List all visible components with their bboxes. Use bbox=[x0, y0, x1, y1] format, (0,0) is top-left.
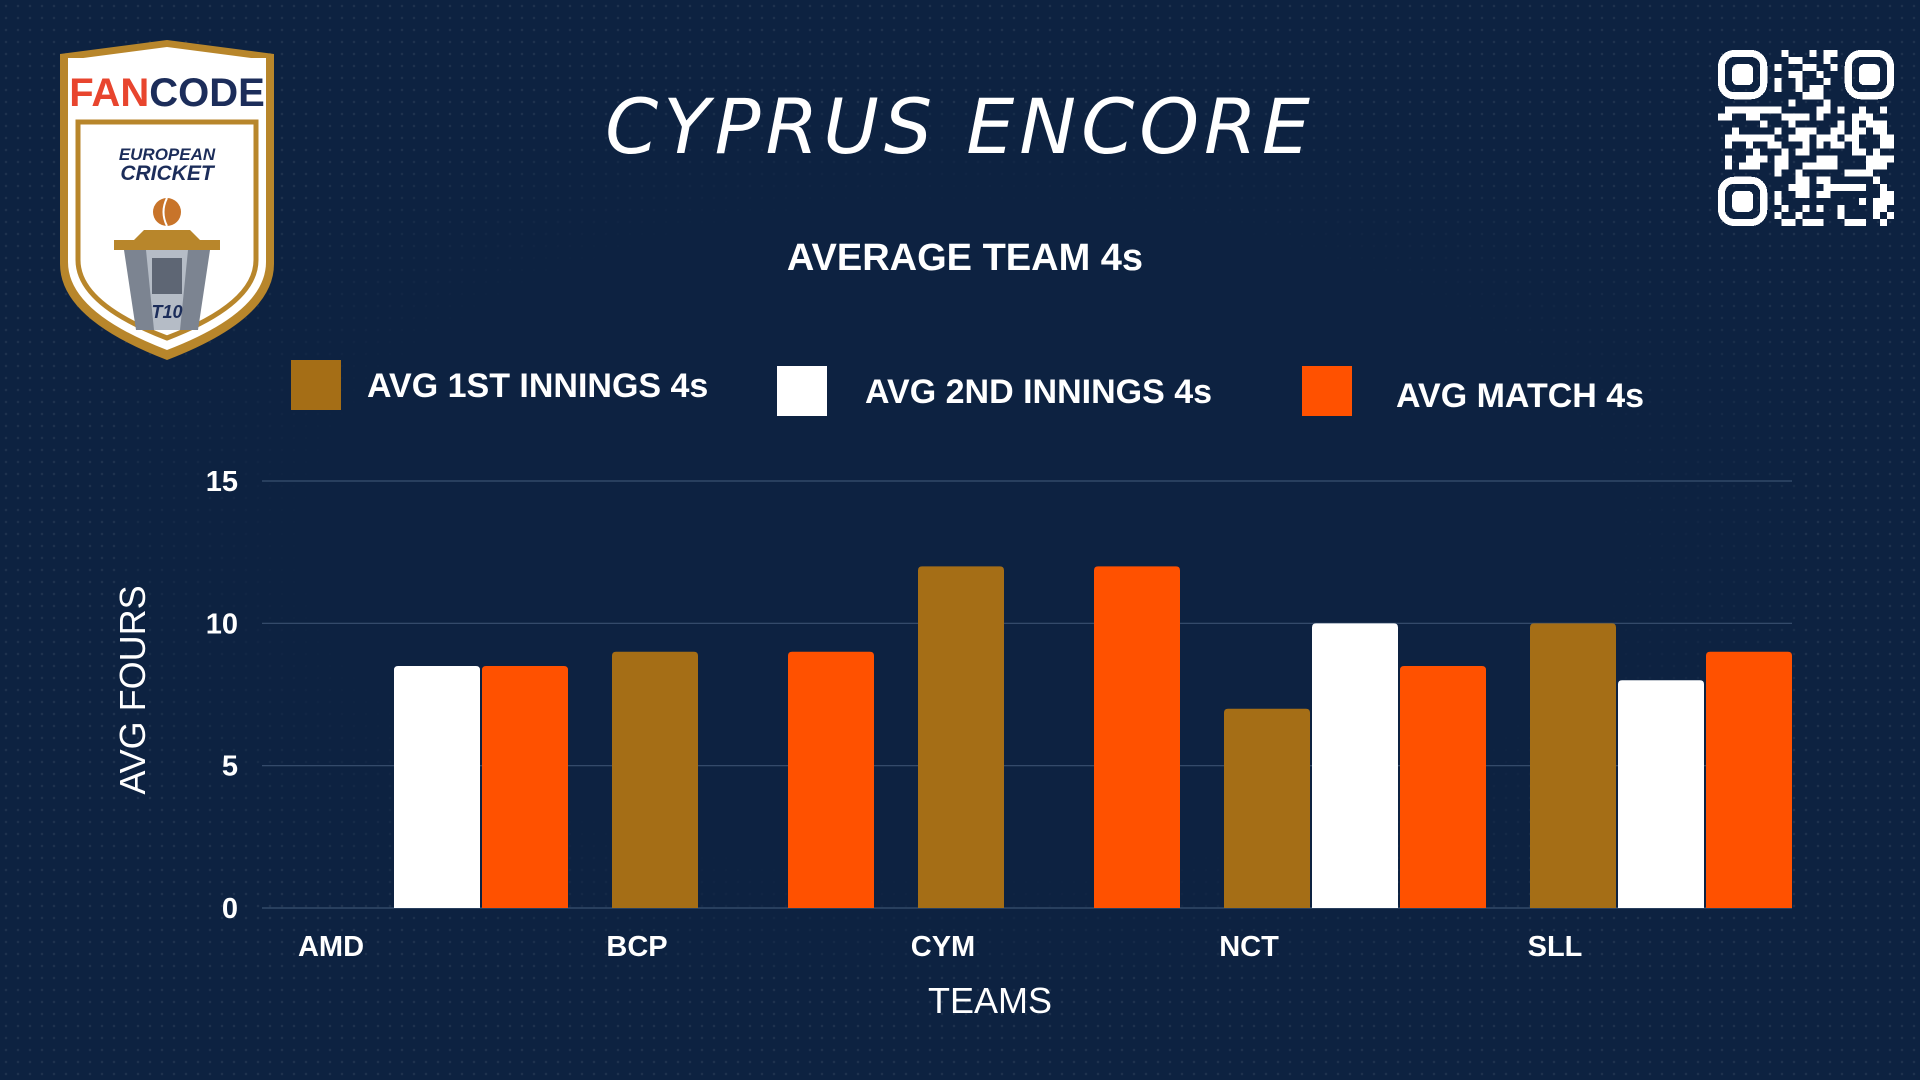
x-tick-label: CYM bbox=[911, 931, 975, 963]
bar-cym-series-3 bbox=[1094, 566, 1180, 908]
y-tick-label: 5 bbox=[222, 751, 238, 783]
y-tick-label: 10 bbox=[206, 608, 238, 640]
x-tick-label: NCT bbox=[1219, 931, 1279, 963]
legend-label-match: AVG MATCH 4s bbox=[1396, 377, 1645, 415]
legend-swatch-1st-innings bbox=[291, 360, 341, 410]
bar-amd-series-2 bbox=[394, 666, 480, 908]
x-tick-label: BCP bbox=[606, 931, 667, 963]
y-tick-label: 0 bbox=[222, 893, 238, 925]
fancode-european-cricket-logo: FANCODE EUROPEAN CRICKET T10 bbox=[60, 40, 274, 360]
bar-sll-series-1 bbox=[1530, 623, 1616, 908]
logo-line2: CRICKET bbox=[120, 162, 216, 185]
legend-swatch-match bbox=[1302, 366, 1352, 416]
x-tick-label: SLL bbox=[1528, 931, 1583, 963]
bar-sll-series-3 bbox=[1706, 651, 1792, 908]
chart-title: AVERAGE TEAM 4s bbox=[786, 237, 1144, 279]
bar-cym-series-1 bbox=[918, 566, 1004, 908]
bar-nct-series-3 bbox=[1400, 666, 1486, 908]
logo-brand-text: FANCODE bbox=[69, 71, 265, 115]
legend-swatch-2nd-innings bbox=[777, 366, 827, 416]
x-tick-label: AMD bbox=[298, 931, 364, 963]
y-axis-label: AVG FOURS bbox=[112, 585, 153, 794]
legend-label-2nd-innings: AVG 2ND INNINGS 4s bbox=[865, 373, 1213, 411]
logo-format: T10 bbox=[151, 302, 182, 322]
y-tick-label: 15 bbox=[206, 466, 238, 498]
cricket-ball-icon bbox=[153, 198, 181, 226]
bar-bcp-series-1 bbox=[612, 651, 698, 908]
x-axis-label: TEAMS bbox=[928, 980, 1052, 1021]
legend-label-1st-innings: AVG 1ST INNINGS 4s bbox=[367, 367, 709, 405]
bar-nct-series-2 bbox=[1312, 623, 1398, 908]
qr-code-icon bbox=[1718, 50, 1894, 226]
page-title: CYPRUS ENCORE bbox=[605, 82, 1315, 171]
bar-nct-series-1 bbox=[1224, 708, 1310, 908]
bar-amd-series-3 bbox=[482, 666, 568, 908]
logo-line1: EUROPEAN bbox=[119, 145, 216, 164]
bar-bcp-series-3 bbox=[788, 651, 874, 908]
bar-sll-series-2 bbox=[1618, 680, 1704, 908]
